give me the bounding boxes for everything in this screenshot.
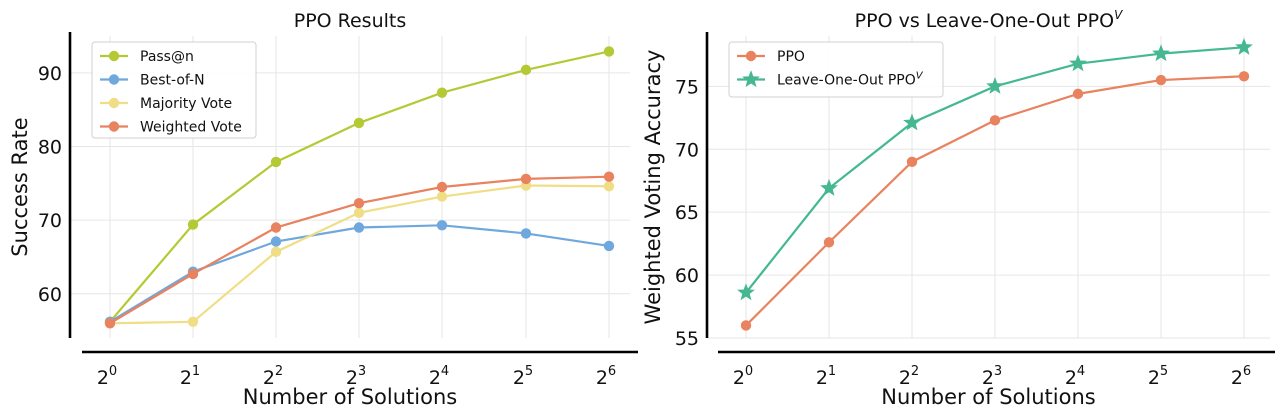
data-point-weighted-vote	[436, 181, 448, 193]
x-axis-label: Number of Solutions	[243, 385, 457, 409]
x-axis-label: Number of Solutions	[881, 385, 1095, 409]
legend-marker	[108, 74, 120, 85]
data-point-leave-one-out-ppo	[820, 178, 838, 196]
x-tick-label: 24	[429, 364, 449, 389]
x-tick-label: 26	[596, 364, 616, 389]
legend-item: Leave-One-Out PPOV	[737, 70, 924, 89]
legend-marker	[108, 121, 120, 132]
legend: Pass@n Best-of-N Majority Vote Weighted Vot…	[91, 41, 257, 139]
series-weighted-vote	[104, 171, 615, 329]
data-point-majority-vote	[270, 246, 282, 258]
y-tick-label: 55	[675, 328, 699, 350]
legend-label: Pass@n	[140, 49, 194, 65]
data-point-ppo	[823, 237, 835, 248]
x-tick-label: 22	[263, 364, 283, 389]
data-point-pass-n	[603, 46, 615, 57]
x-tick-label: 23	[346, 364, 366, 389]
legend-box	[728, 41, 944, 98]
data-point-leave-one-out-ppo	[1152, 44, 1170, 62]
data-point-ppo	[1238, 71, 1250, 82]
data-point-pass-n	[270, 156, 282, 168]
data-point-leave-one-out-ppo	[737, 283, 755, 301]
data-point-ppo	[1155, 74, 1167, 86]
series-leave-one-out-ppo	[737, 37, 1253, 301]
data-point-best-of-n	[520, 228, 532, 239]
data-point-leave-one-out-ppo	[1069, 54, 1087, 72]
legend-marker	[745, 50, 757, 62]
legend: PPO Leave-One-Out PPOV	[728, 41, 944, 98]
y-tick-label: 60	[675, 265, 699, 287]
legend-box	[91, 41, 257, 139]
data-point-weighted-vote	[270, 222, 282, 233]
legend-item: PPO	[737, 49, 805, 65]
data-point-ppo	[1072, 88, 1084, 100]
y-tick-label: 65	[675, 202, 699, 224]
data-point-ppo	[989, 115, 1001, 126]
data-point-weighted-vote	[187, 268, 199, 280]
legend-item: Pass@n	[100, 49, 194, 65]
y-tick-label: 90	[38, 63, 62, 85]
data-point-ppo	[740, 320, 752, 331]
legend-item: Best-of-N	[100, 73, 205, 89]
chart-ppo-vs-loo: PPO vs Leave-One-Out PPOV 55 60 65 70 75 20 21 2…	[641, 8, 1275, 409]
x-tick-label: 26	[1231, 364, 1251, 389]
data-point-weighted-vote	[520, 173, 532, 185]
data-point-leave-one-out-ppo	[1235, 37, 1253, 55]
data-point-best-of-n	[603, 240, 615, 252]
data-point-pass-n	[187, 219, 199, 230]
x-tick-label: 23	[982, 364, 1002, 389]
legend-item: Majority Vote	[100, 96, 232, 112]
x-tick-label: 25	[1148, 364, 1168, 389]
series-pass-n	[104, 46, 615, 327]
legend-label: PPO	[777, 49, 805, 65]
y-tick-label: 70	[675, 139, 699, 161]
x-tick-label: 22	[899, 364, 919, 389]
data-point-best-of-n	[436, 220, 448, 231]
series-ppo	[740, 71, 1250, 331]
data-point-leave-one-out-ppo	[903, 113, 921, 131]
legend-label: Weighted Vote	[140, 120, 242, 136]
x-tick-label: 20	[97, 364, 117, 389]
data-point-weighted-vote	[104, 318, 116, 329]
legend-marker	[108, 50, 120, 62]
data-point-pass-n	[353, 117, 365, 129]
y-axis-label: Weighted Voting Accuracy	[641, 50, 665, 325]
data-point-pass-n	[520, 64, 532, 76]
chart-ppo-results: PPO Results 60 70 80 90 20 21 22 23 24 25 26 Number …	[8, 10, 638, 409]
y-axis-label: Success Rate	[8, 117, 32, 256]
data-point-majority-vote	[603, 181, 615, 192]
chart-title: PPO vs Leave-One-Out PPOV	[855, 8, 1123, 32]
data-point-weighted-vote	[353, 198, 365, 209]
data-point-ppo	[906, 156, 918, 168]
x-tick-label: 25	[513, 364, 533, 389]
y-tick-label: 80	[38, 136, 62, 158]
x-tick-label: 21	[180, 364, 200, 389]
data-point-best-of-n	[270, 236, 282, 247]
x-tick-label: 20	[733, 364, 753, 389]
data-point-weighted-vote	[603, 171, 615, 182]
data-point-majority-vote	[436, 191, 448, 202]
y-tick-label: 70	[38, 210, 62, 232]
legend-label: Best-of-N	[140, 73, 205, 89]
x-tick-label: 24	[1065, 364, 1085, 389]
legend-marker	[108, 97, 120, 109]
y-tick-label: 75	[675, 76, 699, 98]
legend-marker	[742, 70, 760, 88]
data-point-leave-one-out-ppo	[986, 76, 1004, 94]
data-point-majority-vote	[187, 316, 199, 327]
y-tick-label: 60	[38, 284, 62, 306]
data-point-majority-vote	[353, 207, 365, 218]
x-tick-label: 21	[816, 364, 836, 389]
legend-label: Leave-One-Out PPOV	[777, 71, 924, 89]
legend-label: Majority Vote	[140, 96, 232, 112]
data-point-pass-n	[436, 87, 448, 98]
legend-item: Weighted Vote	[100, 120, 242, 136]
data-point-best-of-n	[353, 222, 365, 233]
chart-title: PPO Results	[294, 10, 407, 32]
